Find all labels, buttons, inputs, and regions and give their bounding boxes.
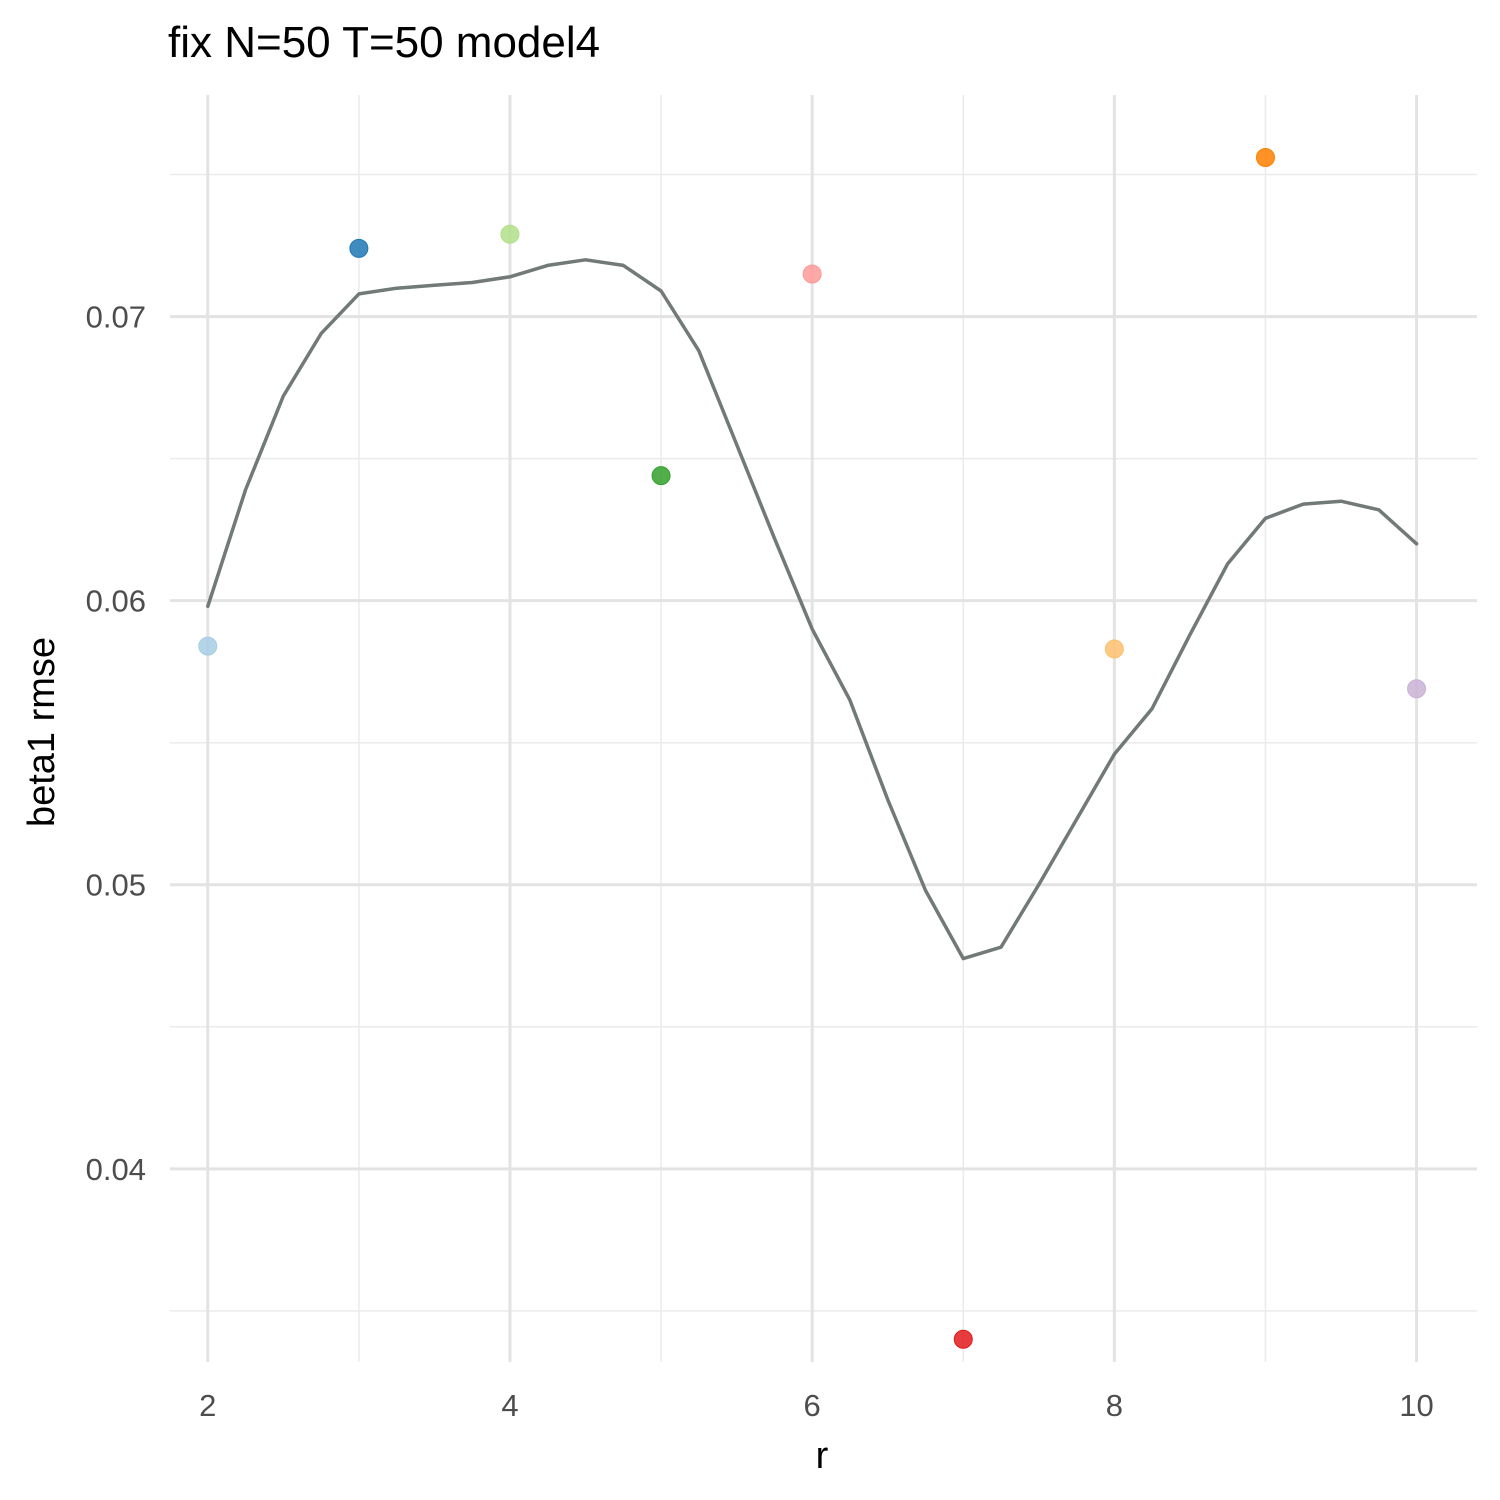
major-gridlines <box>170 95 1477 1362</box>
data-point <box>651 466 671 486</box>
data-point <box>1407 679 1427 699</box>
smooth-line <box>206 258 1419 961</box>
data-point <box>500 224 520 244</box>
x-tick-label: 4 <box>501 1388 518 1423</box>
data-point <box>802 264 822 284</box>
smooth-line-layer <box>206 258 1419 961</box>
data-point <box>349 238 369 258</box>
y-tick-label: 0.07 <box>86 300 146 335</box>
data-point <box>1255 147 1275 167</box>
y-tick-label: 0.05 <box>86 868 146 903</box>
x-tick-label: 10 <box>1399 1388 1433 1423</box>
x-tick-labels: 2 4 6 8 10 <box>199 1388 1434 1423</box>
x-tick-label: 8 <box>1106 1388 1123 1423</box>
x-tick-label: 6 <box>804 1388 821 1423</box>
y-tick-labels: 0.04 0.05 0.06 0.07 <box>86 300 146 1187</box>
chart-title: fix N=50 T=50 model4 <box>168 18 601 67</box>
x-axis-title: r <box>816 1435 829 1477</box>
data-point <box>198 636 218 656</box>
points-layer <box>198 147 1427 1349</box>
y-tick-label: 0.06 <box>86 584 146 619</box>
data-point <box>953 1329 973 1349</box>
minor-gridlines <box>170 95 1477 1362</box>
data-point <box>1104 639 1124 659</box>
x-tick-label: 2 <box>199 1388 216 1423</box>
y-tick-label: 0.04 <box>86 1152 146 1187</box>
y-axis-title: beta1 rmse <box>21 637 63 827</box>
